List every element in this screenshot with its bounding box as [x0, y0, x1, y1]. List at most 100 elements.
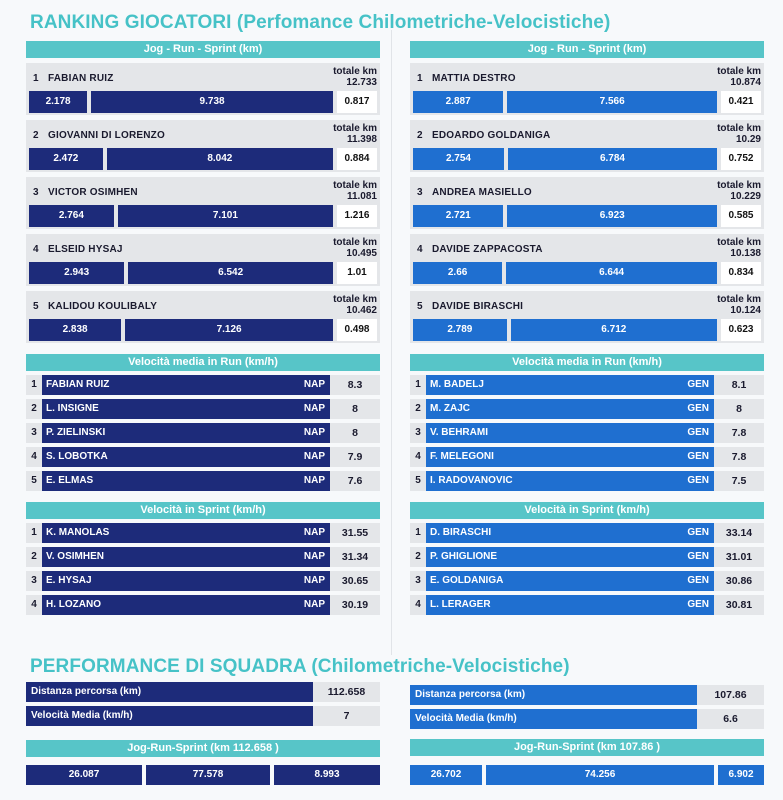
player-cell: P. GHIGLIONE GEN — [426, 547, 714, 567]
total-label: totale km — [717, 123, 761, 134]
rank-number: 5 — [415, 475, 421, 486]
ranking-row: 2 M. ZAJC GEN 8 — [410, 399, 764, 419]
sprint-speed-list: 1 D. BIRASCHI GEN 33.14 2 P. GHIGLIONE GEN 31.0… — [410, 523, 764, 615]
napoli-team-performance: Distanza percorsa (km) 112.658 Velocità … — [26, 678, 380, 785]
player-card: 2 EDOARDO GOLDANIGA totale km 10.29 2.754 6.7… — [410, 120, 764, 172]
player-cell: E. HYSAJ NAP — [42, 571, 330, 591]
rank-number: 5 — [31, 475, 37, 486]
team-code: GEN — [687, 527, 709, 538]
player-cell: P. ZIELINSKI NAP — [42, 423, 330, 443]
total-label: totale km — [333, 294, 377, 305]
rank-number: 4 — [33, 244, 39, 255]
speed-value: 30.81 — [725, 599, 753, 611]
speed-row: Velocità Media (km/h) 6.6 — [410, 709, 764, 729]
total-value: 10.229 — [730, 191, 761, 202]
run-bar: 6.644 — [506, 262, 717, 284]
speed-label: Velocità Media (km/h) — [26, 706, 313, 726]
player-name: VICTOR OSIMHEN — [48, 187, 138, 198]
rank-number: 2 — [417, 130, 423, 141]
player-card: 1 FABIAN RUIZ totale km 12.733 2.178 9.738 0.8… — [26, 63, 380, 115]
total-label: totale km — [333, 237, 377, 248]
distance-split-bars: 2.178 9.738 0.817 — [29, 91, 377, 113]
total-km: totale km 10.462 — [333, 294, 377, 316]
distance-row: Distanza percorsa (km) 107.86 — [410, 685, 764, 705]
rank-number: 3 — [415, 575, 421, 586]
genoa-sprint-speed: Velocità in Sprint (km/h) 1 D. BIRASCHI GE… — [410, 502, 764, 615]
player-cell: L. LERAGER GEN — [426, 595, 714, 615]
speed-value: 30.86 — [725, 575, 753, 587]
player-name: E. HYSAJ — [46, 575, 92, 586]
player-card: 4 ELSEID HYSAJ totale km 10.495 2.943 6.542 1.… — [26, 234, 380, 286]
run-bar: 7.566 — [507, 91, 717, 113]
player-card: 1 MATTIA DESTRO totale km 10.874 2.887 7.566 0… — [410, 63, 764, 115]
ranking-row: 4 H. LOZANO NAP 30.19 — [26, 595, 380, 615]
player-name: E. GOLDANIGA — [430, 575, 504, 586]
sprint-bar: 1.216 — [336, 205, 377, 227]
speed-value: 33.14 — [725, 527, 753, 539]
rank-number: 5 — [417, 301, 423, 312]
total-value: 12.733 — [346, 77, 377, 88]
sprint-bar: 0.834 — [720, 262, 761, 284]
player-name: L. INSIGNE — [46, 403, 99, 414]
sprint-bar: 8.993 — [274, 765, 380, 785]
player-card: 2 GIOVANNI DI LORENZO totale km 11.398 2.472… — [26, 120, 380, 172]
ranking-row: 4 L. LERAGER GEN 30.81 — [410, 595, 764, 615]
jog-bar: 26.702 — [410, 765, 482, 785]
player-card: 3 VICTOR OSIMHEN totale km 11.081 2.764 7.101… — [26, 177, 380, 229]
team-code: GEN — [687, 475, 709, 486]
player-name: F. MELEGONI — [430, 451, 494, 462]
rank-number: 2 — [415, 403, 421, 414]
ranking-row: 1 FABIAN RUIZ NAP 8.3 — [26, 375, 380, 395]
player-cell: FABIAN RUIZ NAP — [42, 375, 330, 395]
rank-number: 3 — [31, 575, 37, 586]
total-km: totale km 10.229 — [717, 180, 761, 202]
speed-value: 30.65 — [341, 575, 369, 587]
total-value: 10.462 — [346, 305, 377, 316]
sprint-bar: 0.421 — [720, 91, 761, 113]
team-code: NAP — [303, 575, 325, 586]
speed-value: 8 — [352, 427, 358, 439]
sprint-bar: 0.884 — [336, 148, 377, 170]
distance-split-bars: 2.66 6.644 0.834 — [413, 262, 761, 284]
run-bar: 6.784 — [507, 148, 717, 170]
sprint-bar: 0.752 — [720, 148, 761, 170]
column-divider — [391, 30, 392, 655]
player-cell: L. INSIGNE NAP — [42, 399, 330, 419]
total-label: totale km — [717, 237, 761, 248]
run-bar: 7.126 — [125, 319, 333, 341]
jog-bar: 2.754 — [413, 148, 504, 170]
total-value: 10.29 — [735, 134, 761, 145]
km-header: Jog - Run - Sprint (km) — [26, 41, 380, 58]
player-name: E. ELMAS — [46, 475, 94, 486]
total-label: totale km — [717, 294, 761, 305]
rank-number: 4 — [415, 599, 421, 610]
jog-bar: 2.721 — [413, 205, 504, 227]
rank-number: 1 — [415, 527, 421, 538]
run-bar: 6.712 — [510, 319, 717, 341]
total-km: totale km 11.398 — [333, 123, 377, 145]
team-performance-title: PERFORMANCE DI SQUADRA (Chilometriche-Ve… — [30, 656, 570, 677]
jog-bar: 2.764 — [29, 205, 114, 227]
player-name: I. RADOVANOVIC — [430, 475, 513, 486]
team-code: GEN — [687, 575, 709, 586]
jog-bar: 2.838 — [29, 319, 122, 341]
rank-number: 4 — [31, 451, 37, 462]
player-name: D. BIRASCHI — [430, 527, 492, 538]
run-bar: 77.578 — [146, 765, 270, 785]
distance-split-bars: 2.764 7.101 1.216 — [29, 205, 377, 227]
player-name: MATTIA DESTRO — [432, 73, 516, 84]
rank-number: 1 — [417, 73, 423, 84]
distance-split-bars: 2.838 7.126 0.498 — [29, 319, 377, 341]
distance-split-bars: 2.472 8.042 0.884 — [29, 148, 377, 170]
sprint-bar: 6.902 — [718, 765, 764, 785]
total-value: 10.138 — [730, 248, 761, 259]
ranking-row: 2 P. GHIGLIONE GEN 31.01 — [410, 547, 764, 567]
player-cell: V. OSIMHEN NAP — [42, 547, 330, 567]
ranking-row: 3 E. HYSAJ NAP 30.65 — [26, 571, 380, 591]
jog-bar: 2.472 — [29, 148, 103, 170]
run-bar: 7.101 — [117, 205, 333, 227]
sprint-bar: 0.623 — [720, 319, 761, 341]
team-code: NAP — [303, 475, 325, 486]
distance-split-bars: 2.943 6.542 1.01 — [29, 262, 377, 284]
player-cell: S. LOBOTKA NAP — [42, 447, 330, 467]
